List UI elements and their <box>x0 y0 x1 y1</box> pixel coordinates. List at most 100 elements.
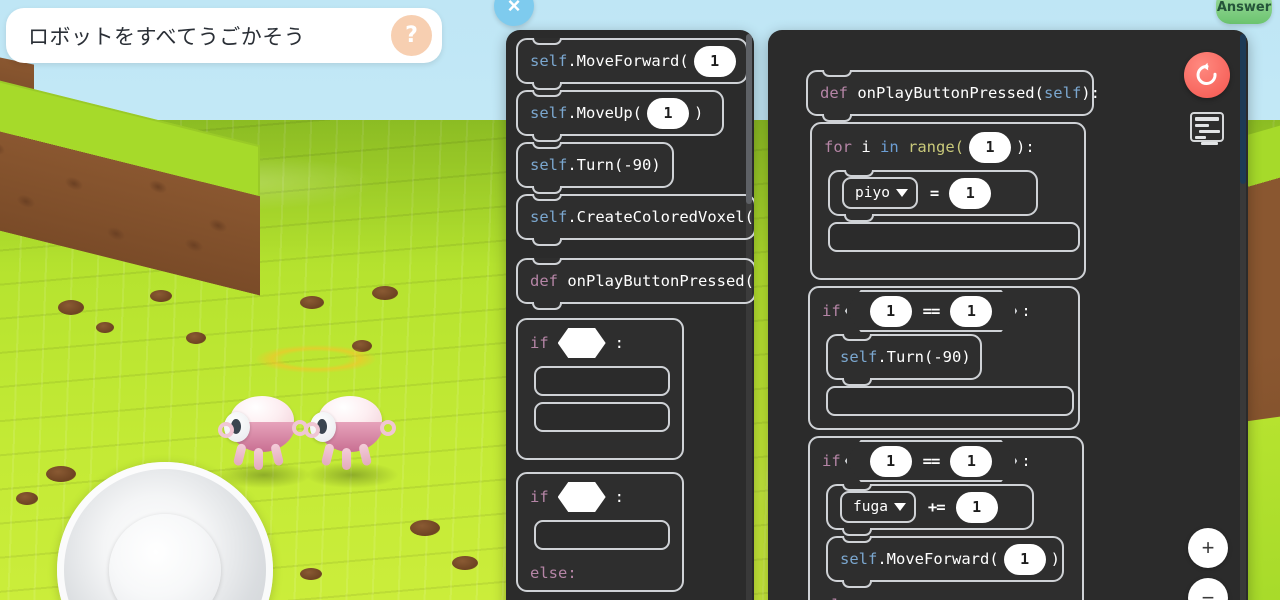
block-else-head: else: <box>518 556 682 590</box>
token-method: Turn(-90) <box>576 156 661 174</box>
token-compare-operator: == <box>922 452 940 470</box>
reset-button[interactable] <box>1184 52 1230 98</box>
number-input-left[interactable]: 1 <box>870 296 912 327</box>
editor-scrollbar-thumb[interactable] <box>1240 34 1246 184</box>
token-fnname: onPlayButtonPressed( <box>558 272 754 290</box>
number-input-right[interactable]: 1 <box>950 296 992 327</box>
zoom-in-button[interactable]: + <box>1188 528 1228 568</box>
dirt-patch <box>372 286 398 300</box>
block-notch-bottom <box>842 580 872 588</box>
block-head: if : <box>518 320 682 366</box>
block-head: if : <box>518 474 682 520</box>
token-colon: : <box>614 488 625 506</box>
editor-block-def-onplaybuttonpressed[interactable]: def onPlayButtonPressed( self ): <box>806 70 1100 122</box>
block-notch-bottom <box>844 214 874 222</box>
block-body[interactable]: self . Turn(-90) <box>810 334 1078 416</box>
block-foot <box>810 422 1078 428</box>
palette-block-if-else[interactable]: if : else: <box>516 472 684 592</box>
token-plus-equals-operator: += <box>927 498 946 516</box>
token-colon: : <box>614 334 625 352</box>
empty-slot[interactable] <box>534 520 670 550</box>
variable-dropdown-piyo[interactable]: piyo <box>842 177 918 209</box>
block-body[interactable]: piyo = 1 <box>812 170 1084 252</box>
palette-scrollbar[interactable] <box>746 34 752 600</box>
code-editor-panel[interactable]: def onPlayButtonPressed( self ): for i i… <box>768 30 1248 600</box>
token-if: if <box>822 452 841 470</box>
editor-block-for-loop[interactable]: for i in range( 1 ): piyo = 1 <box>810 122 1086 280</box>
block-else-head: else: <box>810 588 1082 600</box>
block-notch-bottom <box>532 302 562 310</box>
dirt-patch <box>300 296 324 309</box>
variable-dropdown-fuga[interactable]: fuga <box>840 491 916 523</box>
condition-expression[interactable]: 1 == 1 <box>845 440 1018 482</box>
palette-block-create-colored-voxel[interactable]: self . CreateColoredVoxel( <box>516 194 754 246</box>
token-self: self <box>530 52 568 70</box>
help-button[interactable]: ? <box>391 15 432 56</box>
editor-block-turn[interactable]: self . Turn(-90) <box>826 334 982 386</box>
token-if: if <box>530 334 549 352</box>
number-input-range[interactable]: 1 <box>969 131 1012 163</box>
number-input-1[interactable]: 1 <box>693 45 736 77</box>
code-view-button[interactable] <box>1190 112 1224 145</box>
empty-slot[interactable] <box>826 386 1074 416</box>
number-input-right[interactable]: 1 <box>950 446 992 477</box>
condition-slot[interactable] <box>557 482 606 512</box>
token-method: MoveUp( <box>576 104 642 122</box>
editor-scrollbar[interactable] <box>1240 34 1246 600</box>
token-dot: . <box>567 156 577 174</box>
token-else: else: <box>822 596 869 600</box>
robot-character[interactable] <box>218 392 308 470</box>
robot-ear <box>380 420 396 436</box>
number-input-move[interactable]: 1 <box>1003 543 1046 575</box>
editor-block-if-a[interactable]: if 1 == 1 : self . Turn(-90) <box>808 286 1080 430</box>
token-self: self <box>1043 84 1082 102</box>
token-self: self <box>840 348 878 366</box>
zoom-out-button[interactable]: − <box>1188 578 1228 600</box>
block-body[interactable]: fuga += 1 self . MoveForward( 1 ) <box>810 484 1082 588</box>
condition-expression[interactable]: 1 == 1 <box>845 290 1018 332</box>
palette-block-if-1[interactable]: if : <box>516 318 684 460</box>
empty-slot[interactable] <box>534 366 670 396</box>
palette-scrollbar-thumb[interactable] <box>746 34 752 204</box>
editor-block-assign-piyo[interactable]: piyo = 1 <box>828 170 1038 222</box>
number-input-1[interactable]: 1 <box>647 97 689 129</box>
editor-block-move-forward[interactable]: self . MoveForward( 1 ) <box>826 536 1064 588</box>
block-notch-bottom <box>822 114 852 122</box>
robot-ear <box>218 422 234 438</box>
block-notch-top <box>842 536 872 543</box>
block-notch-top <box>532 194 562 201</box>
robot-leg <box>358 442 373 467</box>
title-bar: ロボットをすべてうごかそう ? <box>6 8 442 63</box>
block-palette-panel[interactable]: self . MoveForward( 1 self . MoveUp( 1 )… <box>506 30 754 600</box>
editor-block-fuga-increment[interactable]: fuga += 1 <box>826 484 1034 536</box>
block-notch-bottom <box>532 82 562 90</box>
empty-slot[interactable] <box>534 402 670 432</box>
robot-ear <box>304 422 320 438</box>
block-head: if 1 == 1 : <box>810 288 1078 334</box>
token-space <box>899 138 908 156</box>
block-body[interactable] <box>518 366 682 432</box>
dirt-patch <box>46 466 76 482</box>
number-input-piyo[interactable]: 1 <box>949 177 992 209</box>
token-method: MoveForward( <box>576 52 689 70</box>
answer-button[interactable]: Answer <box>1216 0 1272 24</box>
token-dot: . <box>877 348 887 366</box>
joystick-knob[interactable] <box>109 514 221 600</box>
palette-block-move-forward[interactable]: self . MoveForward( 1 <box>516 38 748 90</box>
number-input-left[interactable]: 1 <box>870 446 912 477</box>
token-self: self <box>530 156 568 174</box>
robot-character[interactable] <box>304 392 396 470</box>
editor-block-if-b[interactable]: if 1 == 1 : fuga += 1 <box>808 436 1084 600</box>
palette-block-def-onplaybuttonpressed[interactable]: def onPlayButtonPressed( <box>516 258 754 310</box>
number-input-fuga[interactable]: 1 <box>955 491 998 523</box>
token-if: if <box>530 488 549 506</box>
empty-slot[interactable] <box>828 222 1080 252</box>
palette-block-turn[interactable]: self . Turn(-90) <box>516 142 674 194</box>
block-notch-bottom <box>842 378 872 386</box>
palette-block-move-up[interactable]: self . MoveUp( 1 ) <box>516 90 724 142</box>
block-foot <box>518 438 682 458</box>
robot-leg <box>232 442 247 467</box>
block-body[interactable] <box>518 520 682 550</box>
condition-slot[interactable] <box>557 328 606 358</box>
block-notch-top <box>532 90 562 97</box>
